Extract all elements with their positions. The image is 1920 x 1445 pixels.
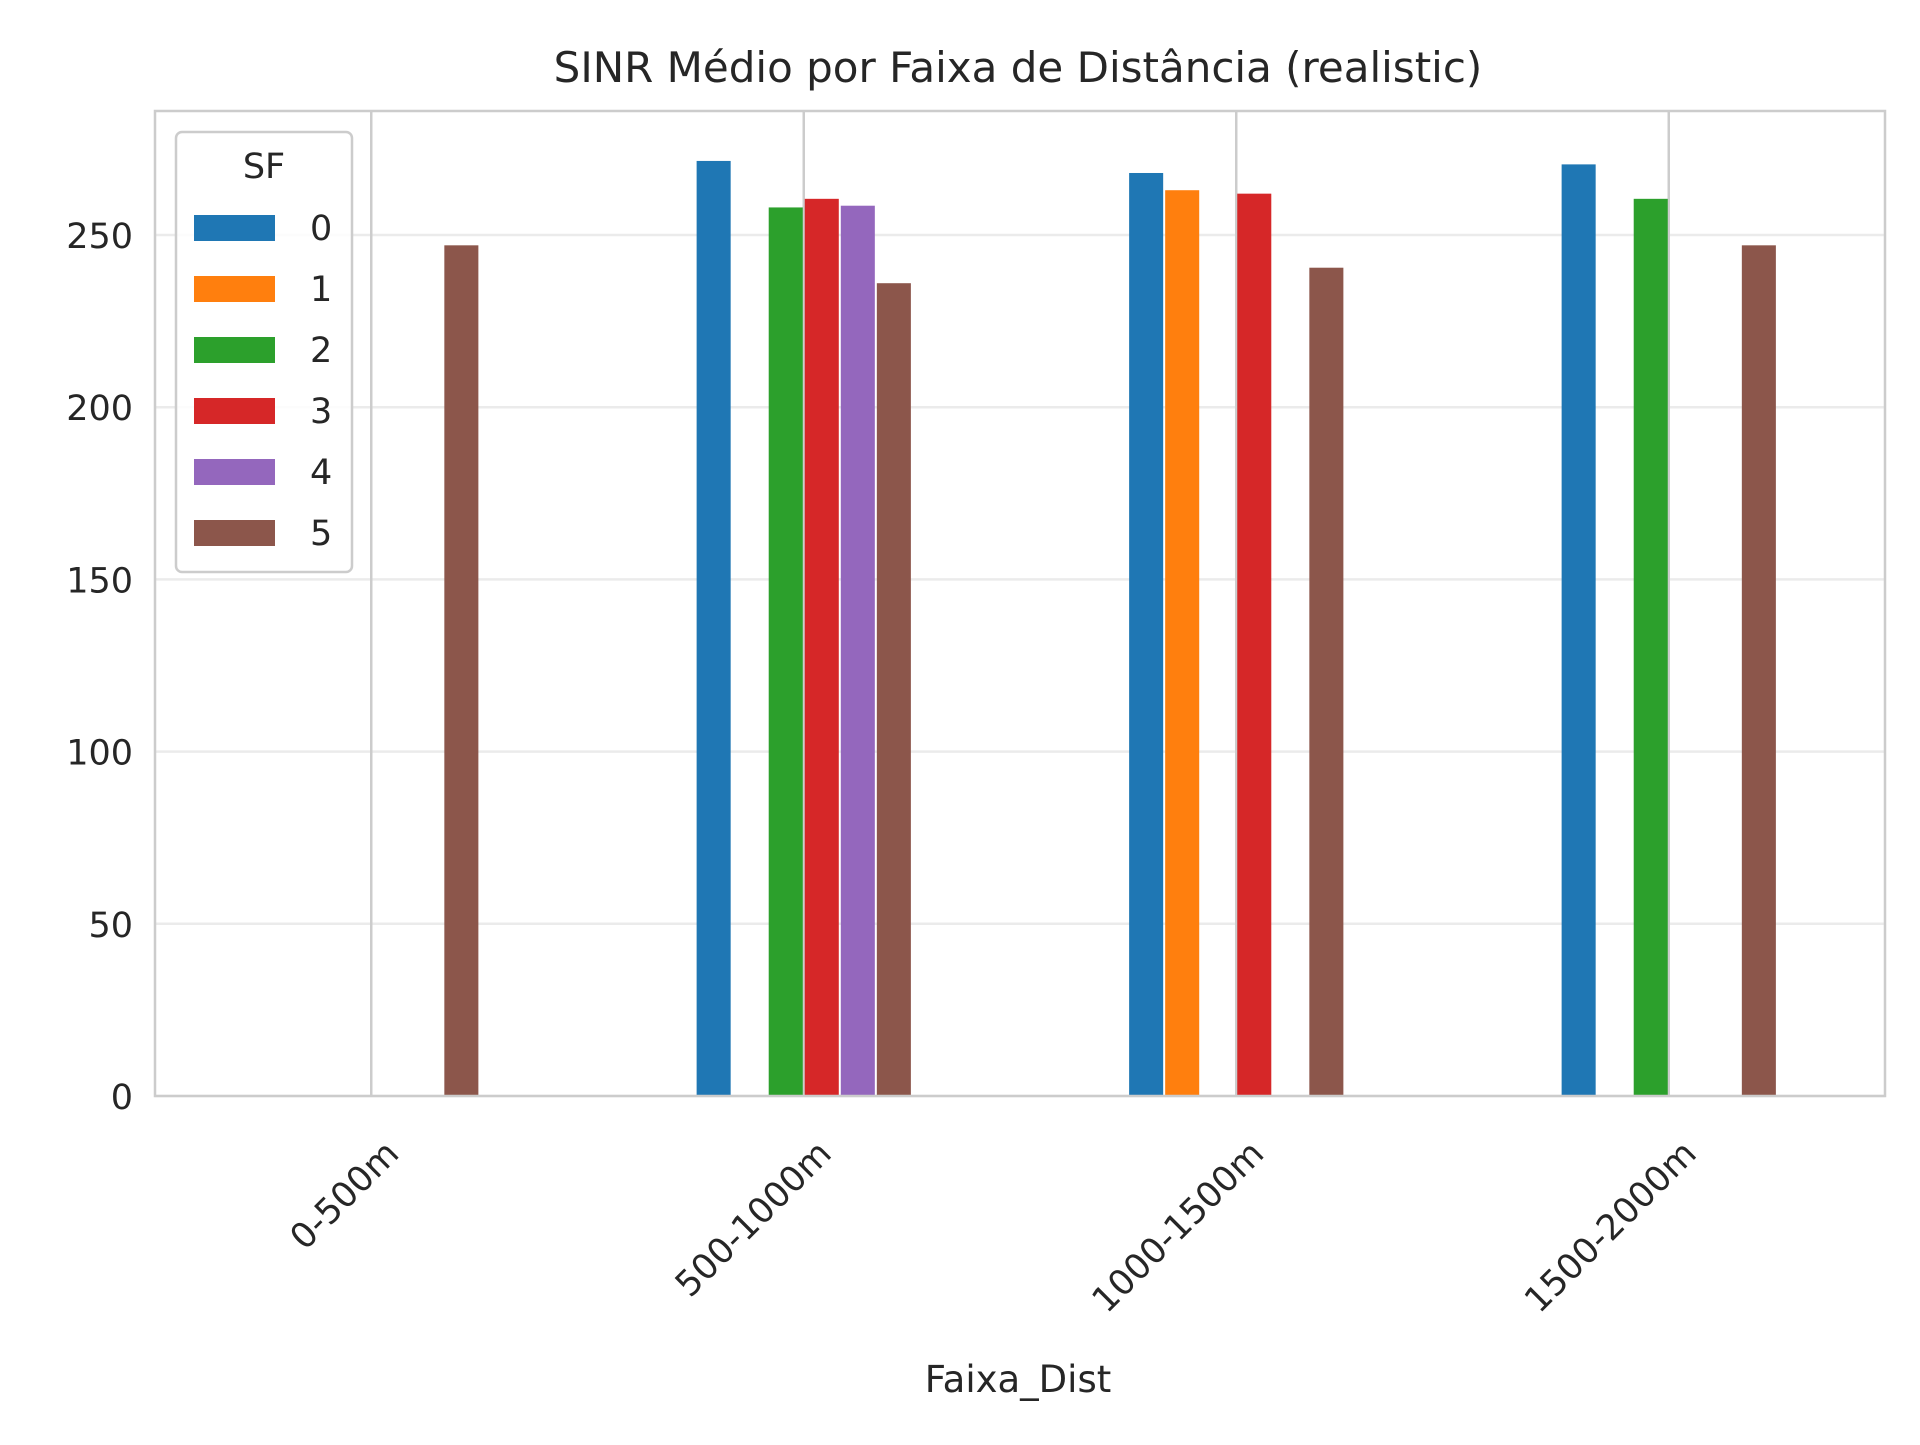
legend-swatch xyxy=(194,520,275,546)
legend-label: 5 xyxy=(310,514,332,554)
legend-label: 3 xyxy=(310,392,332,432)
bar-sf-4 xyxy=(840,205,875,1096)
bar-sf-0 xyxy=(1129,172,1164,1096)
bar-sf-5 xyxy=(876,283,911,1097)
y-tick-label: 150 xyxy=(66,561,133,601)
grid-layer xyxy=(155,111,1885,1098)
y-tick-labels: 0 50 100 150 200 250 xyxy=(66,217,133,1118)
bar-sf-2 xyxy=(1633,198,1668,1096)
bars-layer xyxy=(444,160,1776,1097)
bar-sf-3 xyxy=(1237,193,1272,1096)
y-tick-label: 50 xyxy=(88,906,133,946)
bar-sf-5 xyxy=(444,245,479,1096)
legend-swatch xyxy=(194,337,275,363)
legend-swatch xyxy=(194,215,275,241)
bar-sf-5 xyxy=(1309,267,1344,1096)
legend-swatch xyxy=(194,398,275,424)
legend-label: 4 xyxy=(310,453,332,493)
bar-sf-3 xyxy=(804,198,839,1096)
x-axis-label: Faixa_Dist xyxy=(925,1358,1111,1401)
bar-sf-1 xyxy=(1165,190,1200,1097)
bar-sf-5 xyxy=(1741,245,1776,1096)
legend-label: 0 xyxy=(310,209,332,249)
y-tick-label: 200 xyxy=(66,389,133,429)
legend-label: 2 xyxy=(310,331,332,371)
legend: SF 0 1 2 3 4 5 xyxy=(174,130,354,574)
y-tick-label: 100 xyxy=(66,734,133,774)
legend-title: SF xyxy=(243,147,285,187)
y-tick-label: 0 xyxy=(111,1078,133,1118)
legend-label: 1 xyxy=(310,270,332,310)
legend-swatch xyxy=(194,276,275,302)
bar-sf-0 xyxy=(696,160,731,1096)
y-tick-label: 250 xyxy=(66,217,133,257)
bar-sf-0 xyxy=(1561,164,1596,1096)
plot-frame xyxy=(153,109,1887,1098)
chart-title: SINR Médio por Faixa de Distância (reali… xyxy=(554,43,1483,92)
legend-swatch xyxy=(194,459,275,485)
bar-sf-2 xyxy=(768,207,803,1096)
